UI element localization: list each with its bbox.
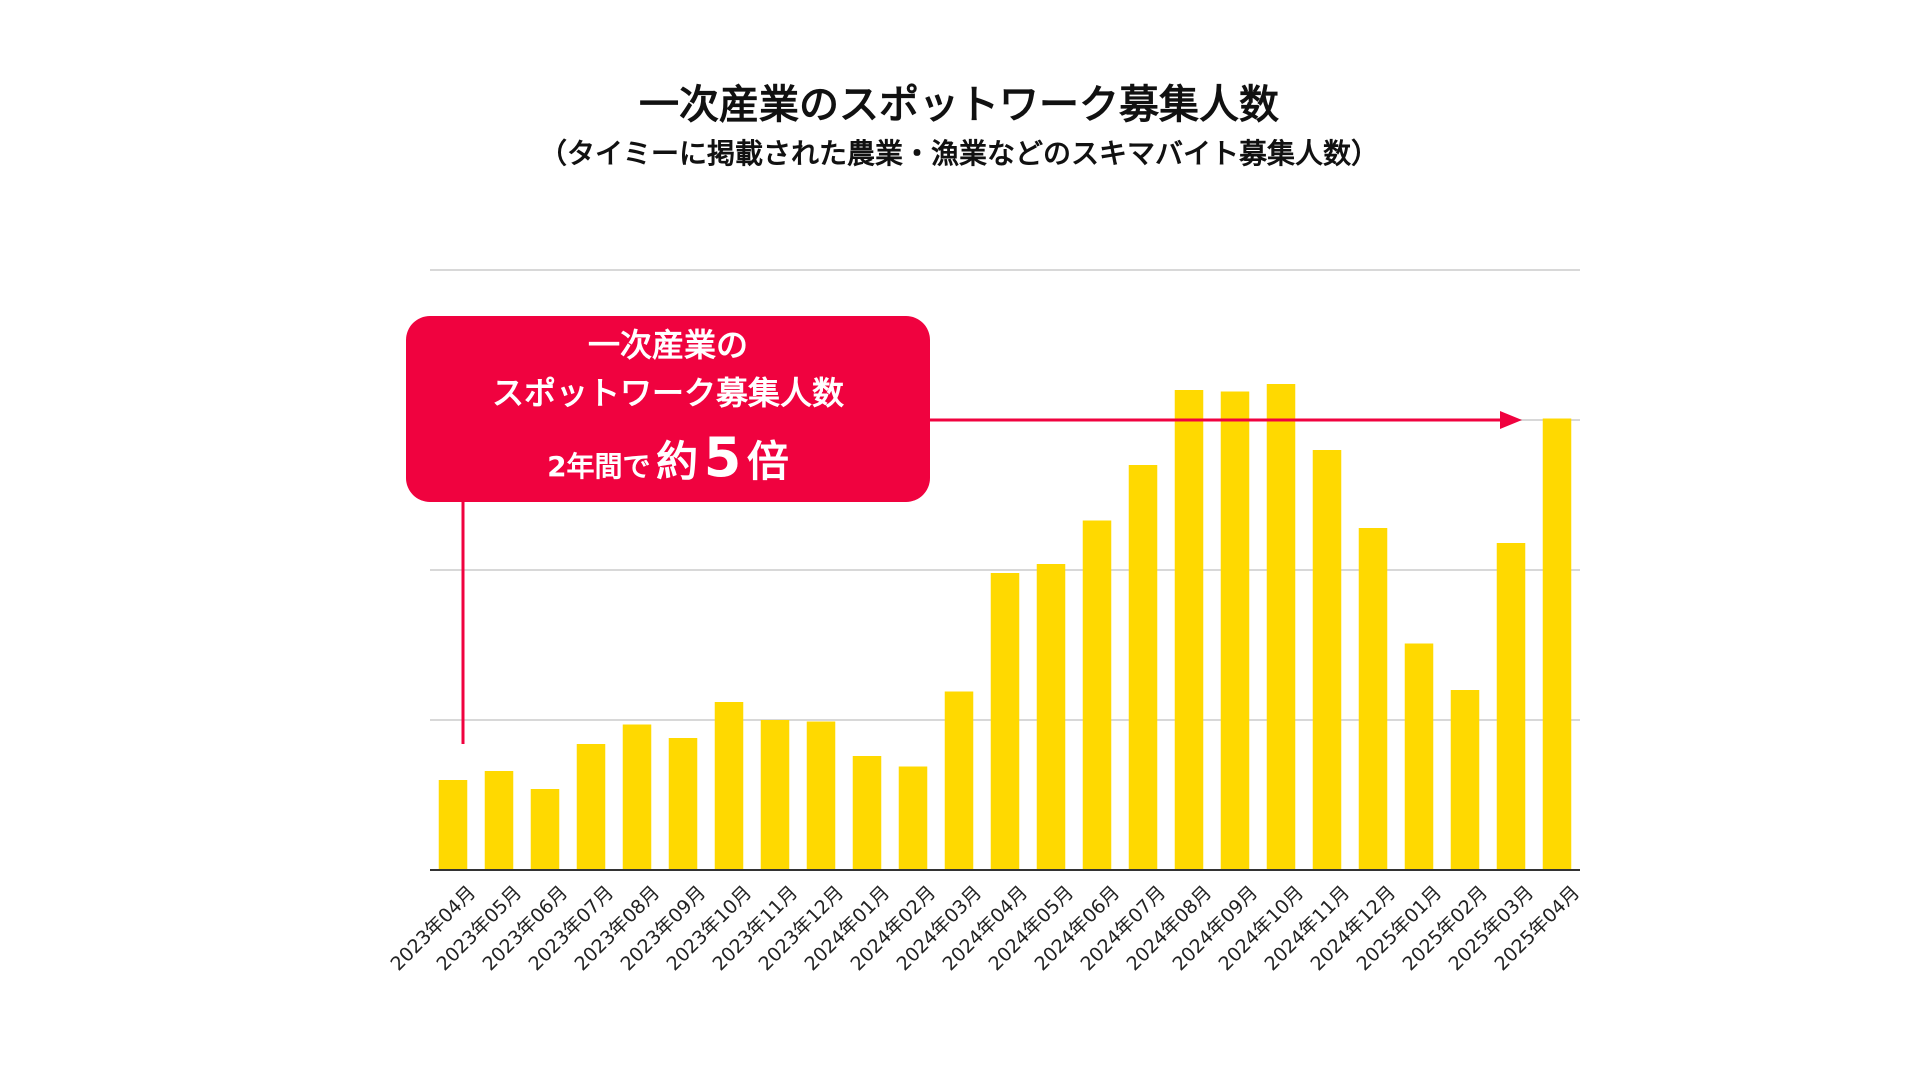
x-tick-labels: 2023年04月2023年05月2023年06月2023年07月2023年08月… xyxy=(386,882,1584,976)
bar xyxy=(1450,690,1480,870)
callout-line-2: スポットワーク募集人数 xyxy=(492,374,845,412)
callout-line-3: 2年間で 約 5 倍 xyxy=(547,426,789,489)
callout-prefix: 2年間で xyxy=(547,450,650,483)
bar xyxy=(1174,390,1204,870)
bar-series xyxy=(438,384,1572,870)
callout-about: 約 xyxy=(656,437,698,486)
bar xyxy=(760,720,790,870)
bar xyxy=(576,744,606,870)
annotation-arrow xyxy=(461,411,1522,744)
chart-title: 一次産業のスポットワーク募集人数 xyxy=(639,82,1279,128)
chart-subtitle: （タイミーに掲載された農業・漁業などのスキマバイト募集人数） xyxy=(539,137,1379,170)
bar xyxy=(1404,643,1434,870)
bar xyxy=(1082,520,1112,870)
bar xyxy=(530,789,560,870)
bar xyxy=(852,756,882,870)
arrow-head-icon xyxy=(1500,411,1522,429)
bar xyxy=(484,771,514,870)
bar xyxy=(1036,564,1066,870)
bar xyxy=(898,766,928,870)
bar xyxy=(806,721,836,870)
bar xyxy=(1358,528,1388,870)
callout-box xyxy=(406,316,930,502)
bar xyxy=(1312,450,1342,870)
bar xyxy=(1496,543,1526,870)
bar xyxy=(944,691,974,870)
callout-line-1: 一次産業の xyxy=(588,326,748,364)
annotation-callout: 一次産業の スポットワーク募集人数 2年間で 約 5 倍 xyxy=(406,316,930,502)
bar xyxy=(622,724,652,870)
bar xyxy=(714,702,744,870)
bar xyxy=(990,573,1020,870)
callout-suffix: 倍 xyxy=(747,437,789,486)
bar xyxy=(1220,391,1250,870)
bar xyxy=(668,738,698,870)
bar xyxy=(1542,418,1572,870)
bar xyxy=(1128,465,1158,870)
bar xyxy=(438,780,468,870)
callout-number: 5 xyxy=(704,426,742,489)
bar xyxy=(1266,384,1296,870)
